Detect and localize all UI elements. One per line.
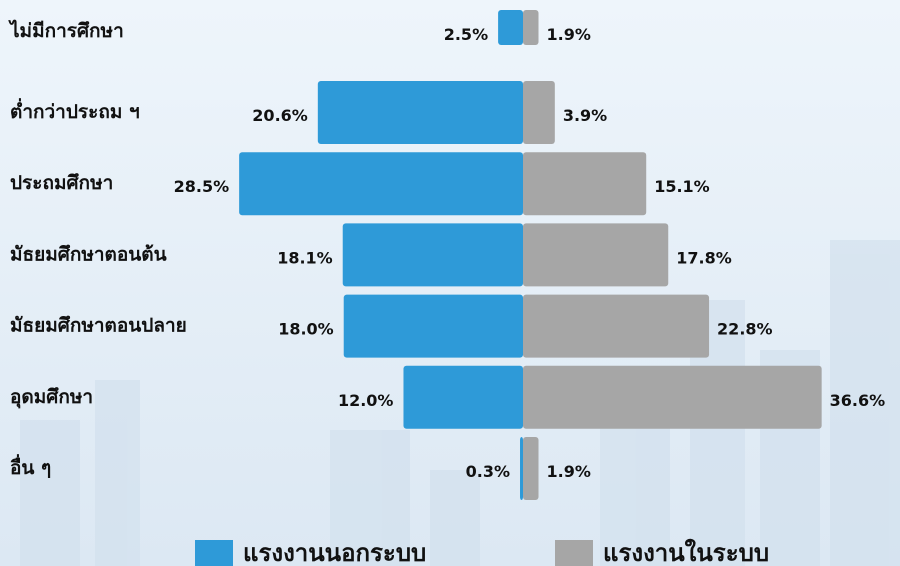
- value-label: 20.6%: [252, 106, 308, 125]
- value-label: 1.9%: [547, 462, 591, 481]
- value-label: 2.5%: [444, 25, 488, 44]
- bar: [523, 81, 555, 144]
- value-label: 3.9%: [563, 106, 607, 125]
- legend-label: แรงงานนอกระบบ: [243, 539, 426, 566]
- bar: [523, 152, 647, 216]
- category-label: อุดมศึกษา: [10, 386, 93, 409]
- bar: [523, 365, 822, 429]
- value-label: 0.3%: [466, 462, 510, 481]
- bar: [523, 10, 539, 45]
- category-label: ต่ำกว่าประถม ฯ: [10, 98, 140, 123]
- bar: [520, 437, 523, 500]
- legend-label: แรงงานในระบบ: [603, 538, 769, 566]
- bar: [523, 223, 669, 287]
- bar: [317, 81, 523, 144]
- legend-swatch: [555, 540, 593, 566]
- value-label: 18.0%: [278, 320, 334, 339]
- bar: [343, 294, 523, 358]
- value-label: 17.8%: [676, 248, 732, 267]
- category-label: มัธยมศึกษาตอนต้น: [10, 243, 167, 265]
- value-label: 15.1%: [654, 177, 710, 196]
- category-label: ไม่มีการศึกษา: [8, 19, 124, 42]
- bar: [403, 365, 523, 429]
- bar: [239, 152, 523, 216]
- legend-swatch: [195, 540, 233, 566]
- value-label: 22.8%: [717, 320, 773, 339]
- bar: [498, 10, 523, 45]
- value-label: 28.5%: [174, 177, 230, 196]
- category-label: ประถมศึกษา: [10, 172, 113, 194]
- value-label: 18.1%: [277, 248, 333, 267]
- value-label: 12.0%: [338, 391, 394, 410]
- category-label: มัธยมศึกษาตอนปลาย: [10, 315, 187, 337]
- bar: [523, 437, 539, 500]
- bar: [342, 223, 523, 287]
- category-label: อื่น ๆ: [10, 454, 51, 479]
- bar: [523, 294, 710, 358]
- value-label: 36.6%: [830, 391, 886, 410]
- value-label: 1.9%: [547, 25, 591, 44]
- city-silhouette: [20, 240, 900, 566]
